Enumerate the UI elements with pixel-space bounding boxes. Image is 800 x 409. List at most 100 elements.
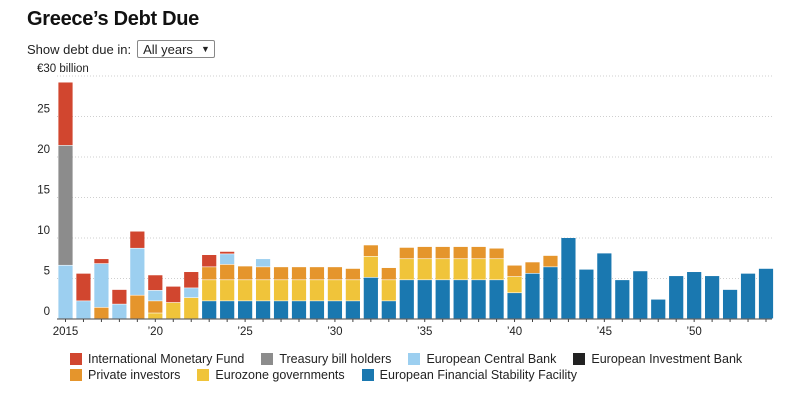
legend-label-efsf: European Financial Stability Facility [379, 368, 577, 382]
debt-year-filter: Show debt due in: All years ▼ [27, 40, 215, 58]
legend-item-treasury-bills: Treasury bill holders [261, 352, 391, 366]
bar-segment [94, 259, 109, 264]
bar-segment [255, 301, 271, 319]
bar-segment [507, 265, 522, 277]
y-tick-label: 25 [37, 104, 50, 116]
bar-segment [94, 307, 109, 319]
bar-segment [184, 288, 199, 298]
y-tick-label: 10 [37, 225, 50, 237]
bar-segment [399, 259, 414, 280]
bar-segment [489, 248, 504, 259]
bar-segment [238, 301, 253, 319]
bar-segment [238, 280, 253, 301]
bar-segment [722, 289, 738, 319]
x-tick-label: ’35 [417, 326, 432, 338]
legend-item-eurozone-governments: Eurozone governments [197, 368, 345, 382]
bar-segment [453, 259, 468, 280]
bar-segment [417, 280, 432, 319]
x-tick-label: 2015 [53, 326, 79, 338]
bar-segment [220, 251, 235, 254]
bar-segment [381, 267, 396, 280]
bar-segment [363, 256, 378, 278]
bar-segment [435, 246, 450, 259]
bar-segment [758, 268, 774, 319]
bar-segment [291, 301, 307, 319]
legend-item-eib: European Investment Bank [573, 352, 742, 366]
chart-title: Greece’s Debt Due [27, 8, 200, 30]
bar-segment [363, 245, 378, 257]
legend-swatch-eib [573, 353, 586, 365]
bar-segment [525, 262, 540, 274]
bar-segment [220, 254, 235, 265]
filter-label: Show debt due in: [27, 41, 132, 57]
x-tick-label: ’50 [686, 326, 701, 338]
legend-swatch-efsf [361, 369, 374, 381]
bar-segment [184, 297, 199, 319]
bar-segment [615, 280, 630, 319]
year-select-value: All years [143, 41, 193, 57]
x-tick-label: ’30 [327, 326, 342, 338]
bar-segment [202, 255, 217, 267]
bar-segment [220, 280, 235, 301]
y-tick-label: €30 billion [37, 63, 89, 75]
bar-segment [471, 280, 486, 319]
bar-segment [489, 280, 504, 319]
legend-item-ecb: European Central Bank [408, 352, 556, 366]
bar-segment [202, 301, 217, 319]
legend-item-efsf: European Financial Stability Facility [361, 368, 577, 382]
bar-segment [58, 82, 73, 146]
x-tick-label: ’40 [507, 326, 522, 338]
x-tick-label: ’20 [148, 326, 163, 338]
bar-segment [58, 145, 73, 265]
legend-swatch-treasury-bills [261, 353, 274, 365]
legend-label-imf: International Monetary Fund [88, 352, 245, 366]
bar-segment [543, 255, 558, 267]
bar-segment [381, 280, 396, 301]
y-tick-label: 5 [44, 266, 50, 278]
bar-segment [345, 268, 360, 280]
bar-segment [273, 280, 289, 301]
legend-swatch-private-investors [70, 369, 82, 381]
bar-segment [453, 246, 468, 259]
bar-segment [166, 286, 181, 303]
bar-segment [220, 264, 235, 280]
legend-item-private-investors: Private investors [70, 368, 180, 382]
bar-segment [435, 280, 450, 319]
bar-segment [76, 301, 91, 319]
bar-segment [651, 299, 666, 319]
legend-swatch-ecb [408, 353, 421, 365]
bar-segment [345, 301, 360, 319]
bar-segment [112, 304, 127, 319]
year-select-dropdown[interactable]: All years ▼ [137, 40, 215, 58]
bar-segment [525, 273, 540, 319]
legend-swatch-eurozone-governments [197, 369, 210, 381]
bar-segment [687, 272, 702, 319]
legend-label-eib: European Investment Bank [591, 352, 743, 366]
chevron-down-icon: ▼ [200, 44, 210, 54]
y-tick-label: 0 [44, 306, 50, 318]
bar-segment [453, 280, 468, 319]
bar-segment [633, 271, 648, 319]
bar-segment [363, 277, 378, 319]
bar-segment [166, 302, 181, 319]
bar-segment [597, 253, 612, 319]
bar-segment [345, 280, 360, 301]
bar-segment [669, 276, 684, 319]
bar-segment [148, 301, 163, 313]
bar-segment [309, 301, 325, 319]
bar-segment [417, 259, 432, 280]
legend-label-treasury-bills: Treasury bill holders [279, 352, 392, 366]
bar-segment [130, 248, 145, 295]
x-tick-label: ’25 [237, 326, 252, 338]
bar-segment [273, 301, 289, 319]
bar-segment [309, 280, 325, 301]
bar-segment [202, 280, 217, 301]
bar-segment [255, 259, 271, 267]
legend-label-eurozone-governments: Eurozone governments [215, 368, 345, 382]
legend-swatch-imf [70, 353, 82, 365]
bar-segment [543, 267, 558, 319]
bar-segment [435, 259, 450, 280]
bar-segment [58, 265, 73, 319]
stacked-bar-chart: 0 5 10 15 20 25 €30 billion 2015 ’20 ’25 ’30 ’35 ’40… [37, 63, 774, 338]
bar-segment [471, 246, 486, 259]
